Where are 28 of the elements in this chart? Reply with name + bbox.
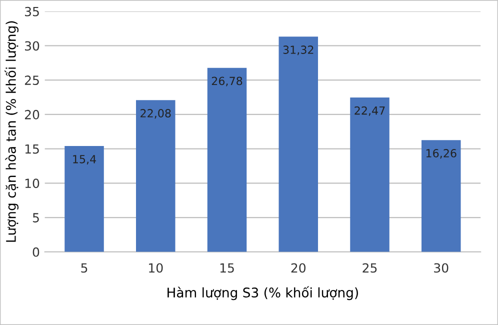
y-tick-label: 30 bbox=[25, 41, 40, 51]
data-label: 16,26 bbox=[426, 149, 456, 159]
y-tick-label: 25 bbox=[24, 76, 39, 86]
y-tick-label: 10 bbox=[25, 178, 40, 188]
data-label: 26,78 bbox=[212, 76, 242, 86]
bar bbox=[136, 100, 176, 252]
x-tick-label: 10 bbox=[149, 263, 163, 273]
y-tick-label: 15 bbox=[25, 144, 39, 154]
x-tick-label: 20 bbox=[291, 263, 306, 273]
bar bbox=[64, 146, 104, 252]
x-tick-label: 30 bbox=[434, 263, 448, 273]
y-axis-title: Lượng cặn hòa tan (% khối lượng) bbox=[4, 21, 18, 242]
x-axis-title: Hàm lượng S3 (% khối lượng) bbox=[168, 286, 358, 300]
data-label: 22,08 bbox=[140, 109, 171, 119]
y-tick-label: 0 bbox=[32, 247, 40, 257]
bar bbox=[422, 140, 461, 252]
data-label: 31,32 bbox=[283, 46, 314, 56]
bar bbox=[350, 97, 390, 252]
data-label: 15,4 bbox=[73, 155, 96, 164]
data-label: 22,47 bbox=[354, 106, 385, 116]
x-tick-label: 5 bbox=[81, 263, 88, 273]
bar bbox=[207, 68, 247, 252]
y-tick-label: 20 bbox=[24, 110, 40, 120]
bar bbox=[278, 36, 318, 252]
x-tick-label: 25 bbox=[362, 263, 377, 273]
x-tick-label: 15 bbox=[220, 263, 234, 273]
y-tick-label: 5 bbox=[32, 213, 39, 222]
y-tick-label: 35 bbox=[25, 6, 39, 16]
